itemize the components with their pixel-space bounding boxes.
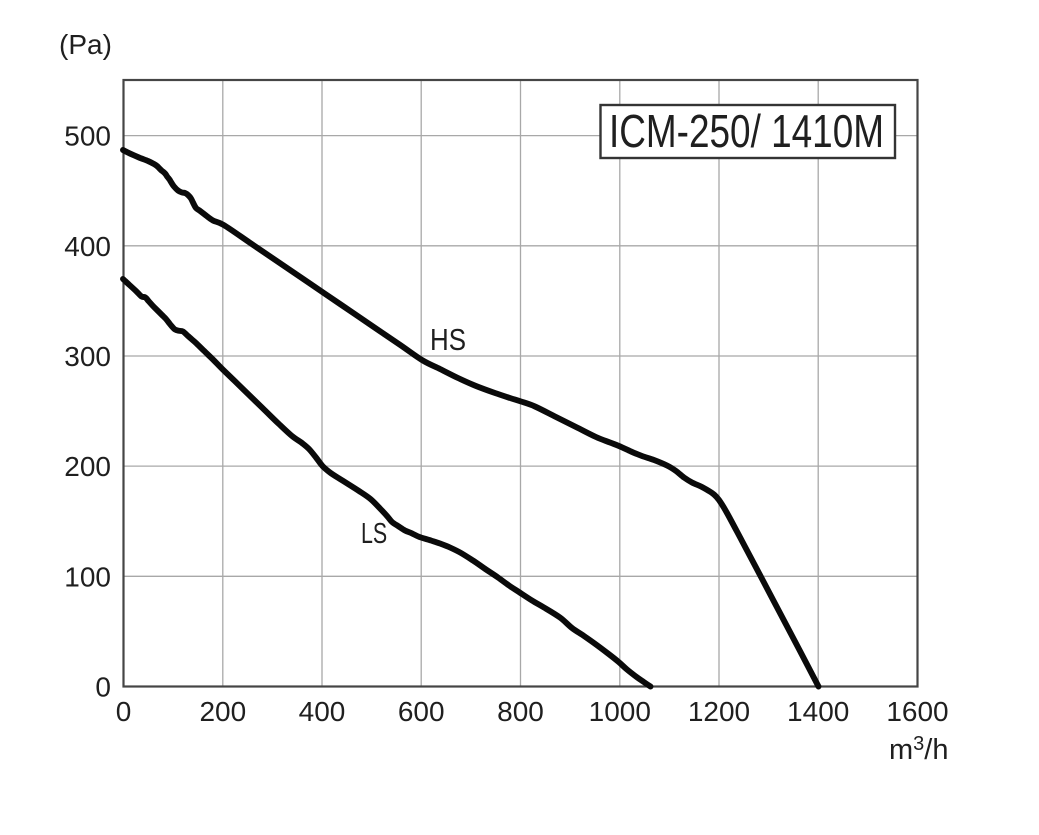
svg-text:LS: LS [361,518,387,550]
svg-text:400: 400 [64,231,111,262]
svg-text:1400: 1400 [787,696,849,727]
svg-text:(Pa): (Pa) [59,29,112,60]
svg-text:800: 800 [497,696,544,727]
svg-text:500: 500 [64,121,111,152]
svg-text:600: 600 [398,696,445,727]
svg-text:HS: HS [430,323,466,357]
svg-text:0: 0 [116,696,132,727]
svg-text:100: 100 [64,561,111,592]
svg-text:1600: 1600 [886,696,948,727]
svg-text:200: 200 [64,451,111,482]
svg-text:200: 200 [199,696,246,727]
svg-text:400: 400 [299,696,346,727]
svg-text:ICM-250/ 1410M: ICM-250/ 1410M [609,105,884,157]
svg-text:0: 0 [95,672,111,703]
svg-text:300: 300 [64,341,111,372]
svg-text:1000: 1000 [589,696,651,727]
svg-text:1200: 1200 [688,696,750,727]
